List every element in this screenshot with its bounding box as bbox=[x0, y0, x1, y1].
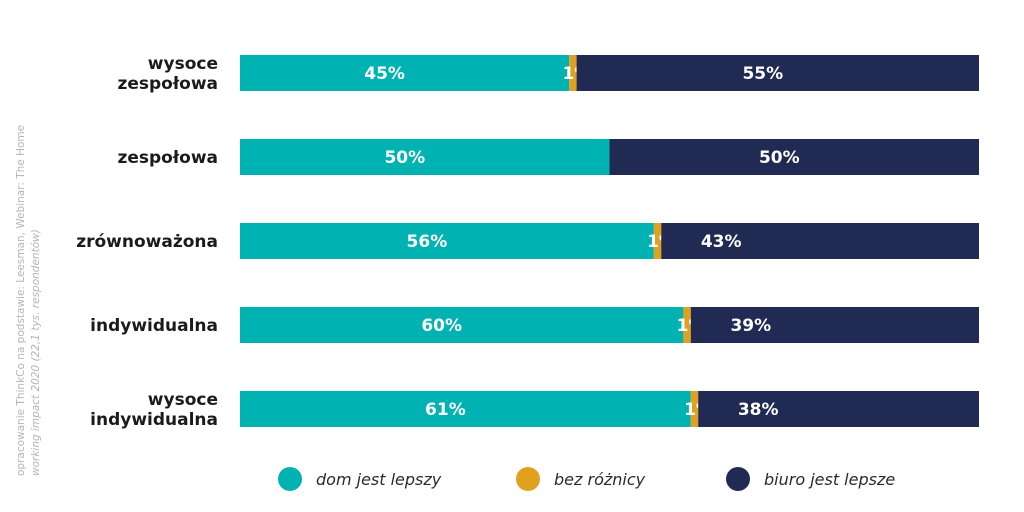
legend-label: bez różnicy bbox=[554, 470, 646, 489]
category-label: indywidualna bbox=[90, 410, 218, 430]
bar-segment bbox=[698, 391, 979, 427]
bar-segment bbox=[609, 139, 979, 175]
category-label: zespołowa bbox=[117, 74, 218, 94]
category-label: wysoce bbox=[148, 54, 218, 74]
category-labels: wysocezespołowazespołowazrównoważonaindy… bbox=[76, 54, 218, 430]
bar-segment bbox=[683, 307, 691, 343]
category-label: indywidualna bbox=[90, 316, 218, 336]
legend-label: biuro jest lepsze bbox=[764, 470, 895, 489]
data-label: 60% bbox=[421, 316, 462, 336]
bar-segment bbox=[690, 307, 979, 343]
data-label: 43% bbox=[701, 232, 742, 252]
data-label: 50% bbox=[759, 148, 800, 168]
data-label: 50% bbox=[384, 148, 425, 168]
legend: dom jest lepszy bez różnicy biuro jest lep… bbox=[278, 467, 895, 491]
data-label: 39% bbox=[730, 316, 771, 336]
category-label: zrównoważona bbox=[76, 232, 218, 252]
data-label: 55% bbox=[742, 64, 783, 84]
bar-segment bbox=[569, 55, 577, 91]
bar-segment bbox=[661, 223, 979, 259]
data-label: 45% bbox=[364, 64, 405, 84]
data-label: 56% bbox=[407, 232, 448, 252]
legend-swatch bbox=[516, 467, 540, 491]
bar-segment bbox=[240, 307, 684, 343]
bar-segment bbox=[240, 223, 654, 259]
bar-segment bbox=[240, 391, 691, 427]
bar-segment bbox=[240, 55, 570, 91]
bars-layer: 45%1%55%50%50%56%1%43%60%1%39%61%1%38% bbox=[240, 55, 979, 427]
legend-label: dom jest lepszy bbox=[316, 470, 442, 489]
bar-segment bbox=[690, 391, 699, 427]
data-label: 61% bbox=[425, 400, 466, 420]
category-label: zespołowa bbox=[117, 148, 218, 168]
category-label: wysoce bbox=[148, 390, 218, 410]
bar-segment bbox=[576, 55, 979, 91]
bar-segment bbox=[240, 139, 610, 175]
bar-segment bbox=[653, 223, 662, 259]
legend-swatch bbox=[278, 467, 302, 491]
data-label: 38% bbox=[738, 400, 779, 420]
legend-swatch bbox=[726, 467, 750, 491]
